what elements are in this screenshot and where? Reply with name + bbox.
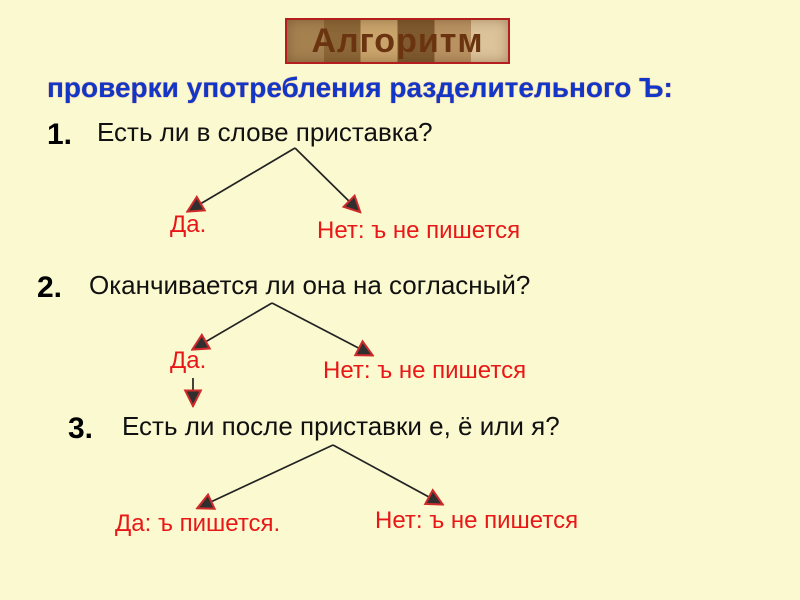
subtitle: проверки употребления разделительного Ъ: — [47, 73, 673, 104]
step-2-question: Оканчивается ли она на согласный? — [89, 271, 530, 300]
step-2-number: 2. — [37, 271, 62, 305]
step-1-no: Нет: ъ не пишется — [317, 218, 520, 244]
step-3-yes: Да: ъ пишется. — [115, 511, 280, 537]
step-3-number: 3. — [68, 412, 93, 446]
step-3-question: Есть ли после приставки е, ё или я? — [122, 412, 560, 441]
step-2-yes: Да. — [170, 348, 206, 374]
step-3-no: Нет: ъ не пишется — [375, 508, 578, 534]
step-1-question: Есть ли в слове приставка? — [97, 118, 433, 147]
step-2-no: Нет: ъ не пишется — [323, 358, 526, 384]
step-1-number: 1. — [47, 118, 72, 152]
title-box: Алгоритм — [285, 18, 510, 64]
title-text: Алгоритм — [311, 22, 483, 60]
step-1-yes: Да. — [170, 212, 206, 238]
